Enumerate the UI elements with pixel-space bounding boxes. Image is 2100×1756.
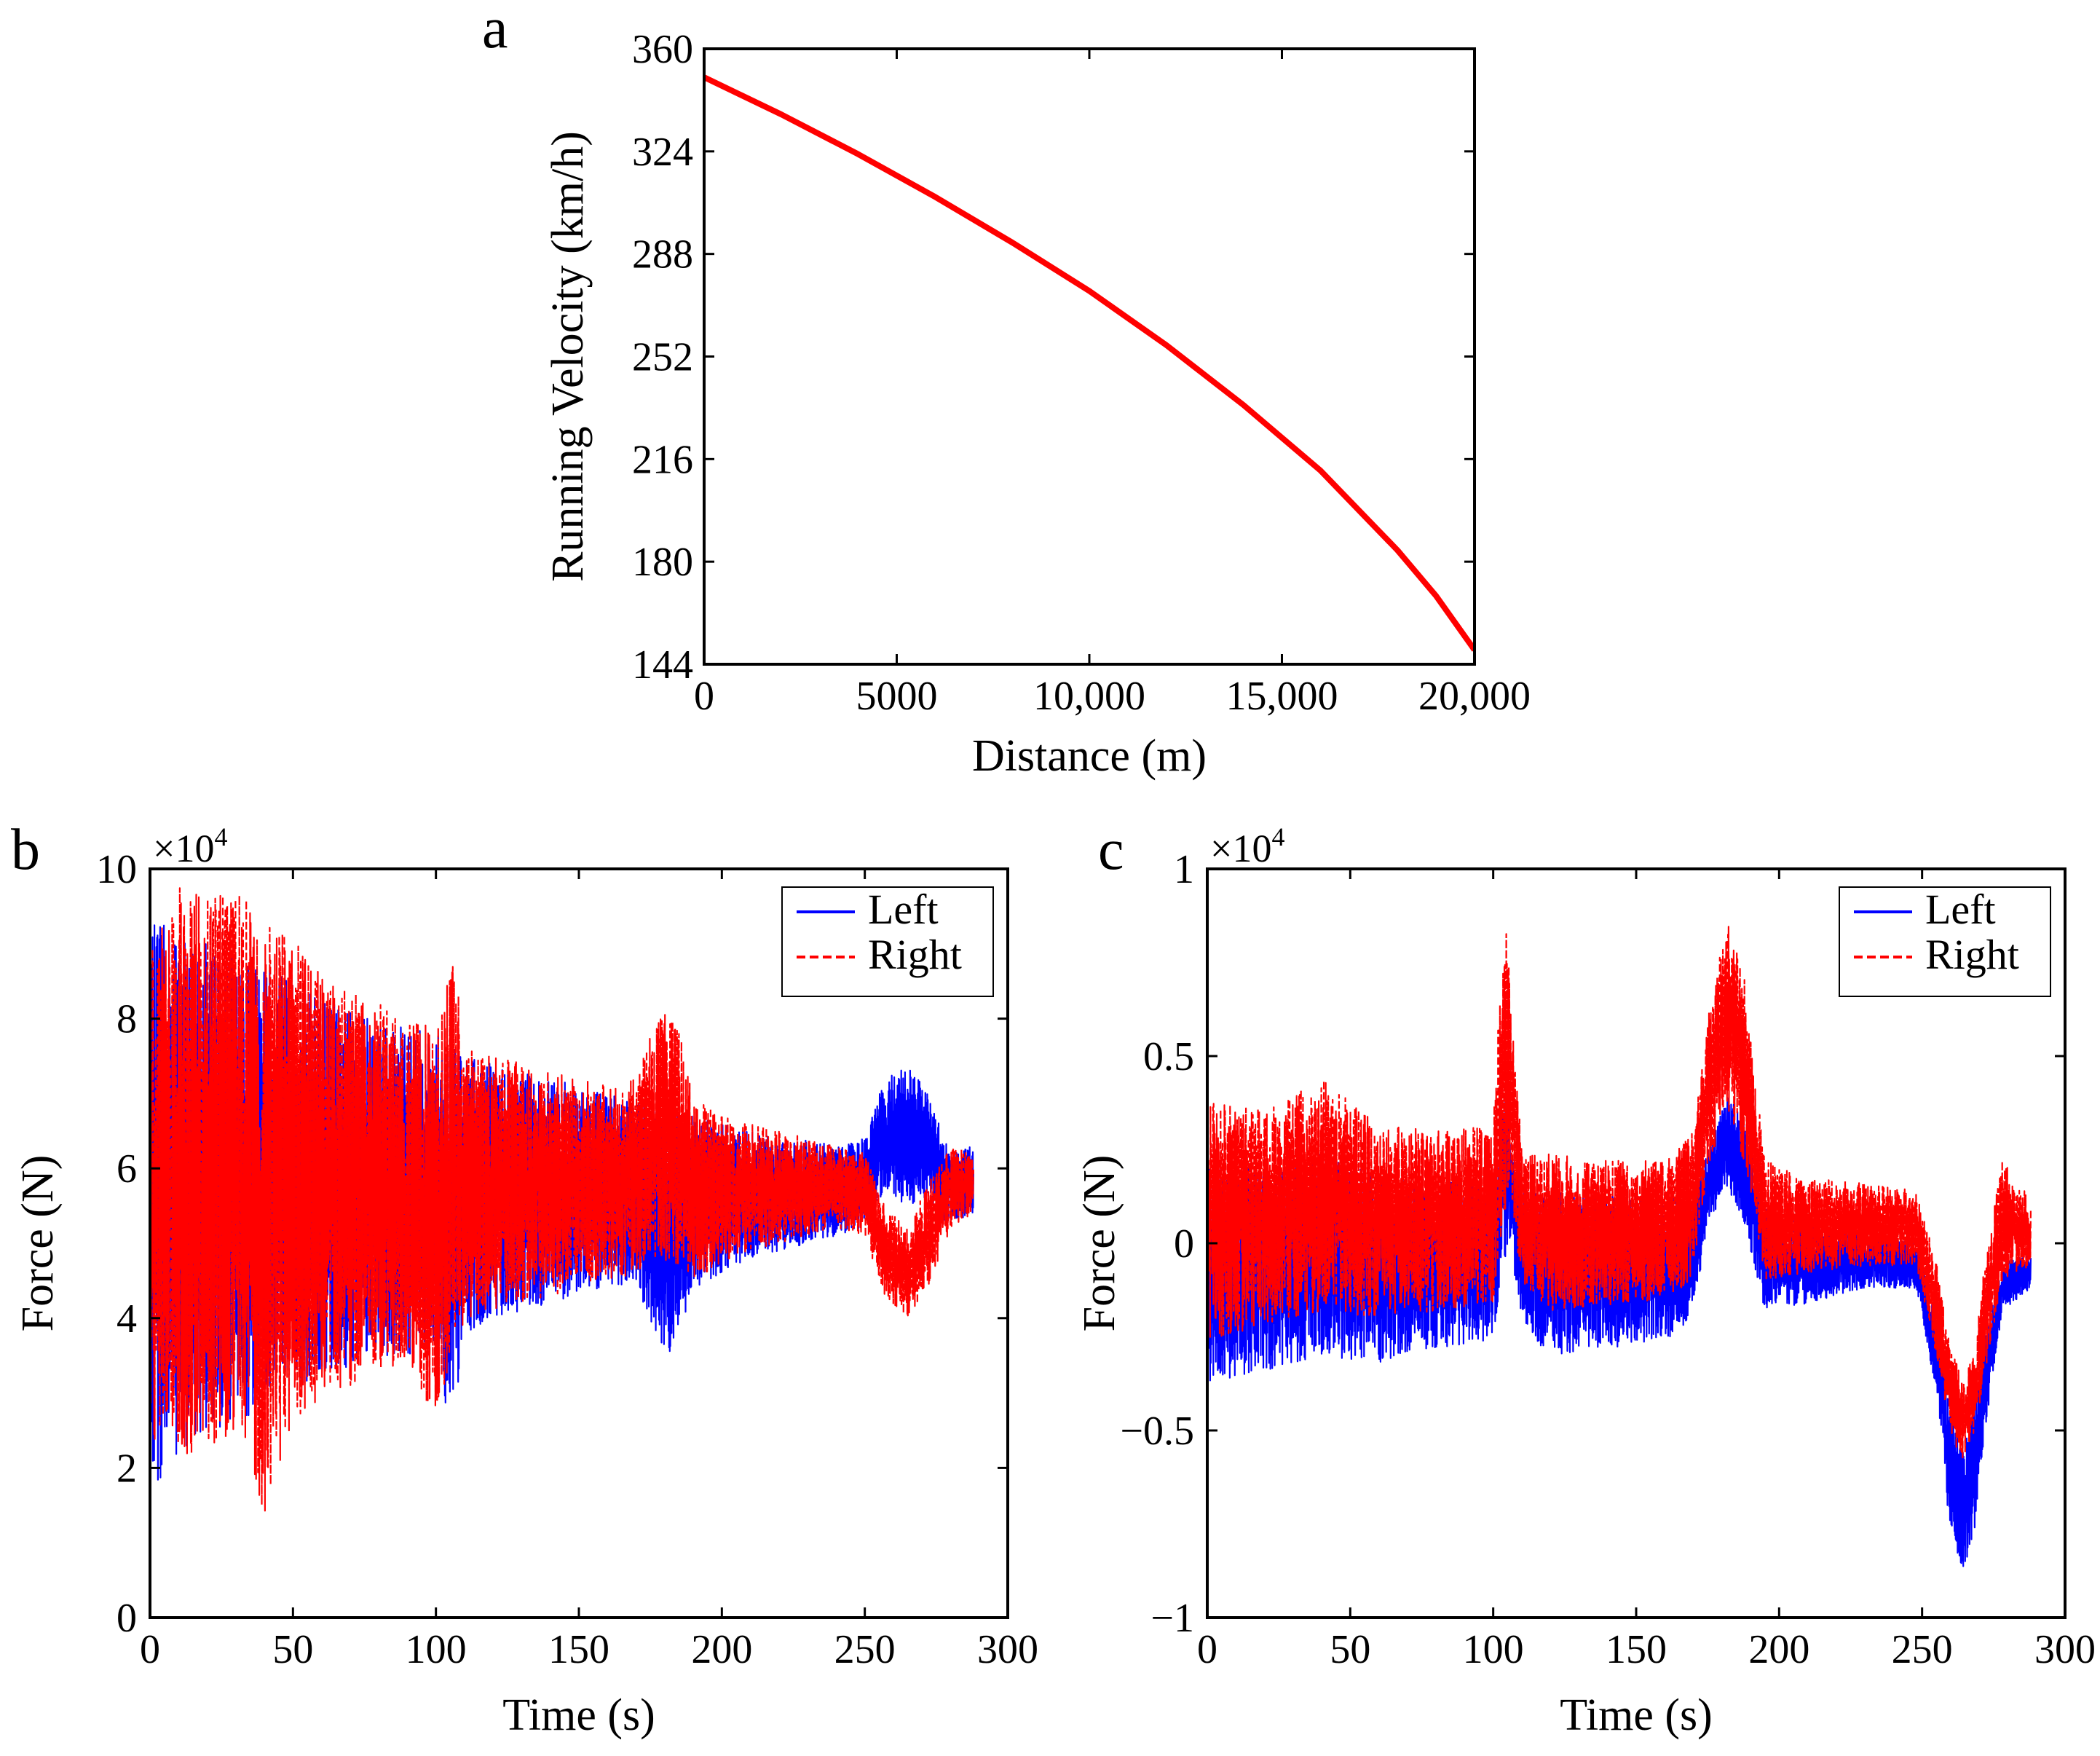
x-tick-label: 100 — [1463, 1627, 1524, 1672]
axis-multiplier: ×104 — [153, 822, 227, 870]
plot-area-c — [1207, 926, 2032, 1567]
y-tick-label: 10 — [96, 847, 137, 892]
series-line-c-right — [1207, 926, 2032, 1459]
y-tick-label: 252 — [632, 335, 693, 380]
x-tick-label: 50 — [1330, 1627, 1370, 1672]
x-tick-label: 20,000 — [1418, 674, 1531, 719]
y-tick-label: 6 — [117, 1146, 137, 1192]
x-tick-label: 50 — [272, 1627, 313, 1672]
x-tick-label: 200 — [691, 1627, 752, 1672]
x-tick-label: 300 — [2034, 1627, 2096, 1672]
x-tick-label: 150 — [1606, 1627, 1667, 1672]
y-axis-label: Force (N) — [13, 1155, 63, 1332]
x-tick-label: 200 — [1748, 1627, 1809, 1672]
y-tick-label: 144 — [632, 642, 693, 688]
x-tick-label: 250 — [834, 1627, 896, 1672]
legend-label-right: Right — [1925, 931, 2019, 978]
y-tick-label: 216 — [632, 437, 693, 482]
chart-panel-c: c 0 50 100 150 200 250 300 −1 −0.5 0 0.5 1 Time (s) Fo… — [1075, 818, 2096, 1740]
y-tick-label: 360 — [632, 27, 693, 72]
x-axis-label: Distance (m) — [972, 731, 1207, 781]
panel-letter-c: c — [1098, 818, 1124, 882]
chart-panel-b: b 0 50 100 150 200 250 300 0 2 4 6 8 10 Time (s) Force … — [11, 818, 1038, 1740]
panel-letter-a: a — [482, 0, 508, 60]
x-tick-label: 150 — [548, 1627, 609, 1672]
series-line-b-right — [150, 887, 974, 1512]
axis-multiplier: ×104 — [1210, 822, 1284, 870]
y-tick-label: 0.5 — [1143, 1034, 1194, 1079]
series-line-a-0 — [704, 74, 1475, 652]
y-tick-label: 4 — [117, 1296, 137, 1342]
y-tick-label: 8 — [117, 997, 137, 1042]
plot-area-b — [150, 887, 974, 1512]
x-tick-label: 5000 — [856, 674, 938, 719]
plot-area-a — [704, 74, 1475, 652]
x-tick-label: 100 — [406, 1627, 467, 1672]
legend-label-right: Right — [868, 931, 962, 978]
x-axis-label: Time (s) — [502, 1690, 655, 1740]
panel-letter-b: b — [11, 818, 40, 882]
y-tick-label: −1 — [1150, 1596, 1194, 1641]
y-tick-label: 324 — [632, 130, 693, 175]
x-tick-label: 250 — [1892, 1627, 1953, 1672]
x-tick-label: 0 — [140, 1627, 160, 1672]
y-tick-label: 180 — [632, 540, 693, 585]
legend-label-left: Left — [1925, 886, 1996, 933]
x-tick-label: 10,000 — [1033, 674, 1145, 719]
x-tick-label: 0 — [1197, 1627, 1217, 1672]
axes-frame-a — [703, 47, 1476, 666]
y-axis-label: Running Velocity (km/h) — [543, 131, 593, 582]
y-tick-label: 288 — [632, 232, 693, 277]
legend-label-left: Left — [868, 886, 939, 933]
y-tick-label: 0 — [117, 1596, 137, 1641]
y-tick-label: 0 — [1174, 1221, 1194, 1267]
x-tick-label: 15,000 — [1226, 674, 1338, 719]
x-axis-label: Time (s) — [1560, 1690, 1713, 1740]
y-tick-label: 1 — [1174, 847, 1194, 892]
y-tick-label: −0.5 — [1120, 1409, 1194, 1454]
x-tick-label: 300 — [977, 1627, 1038, 1672]
y-tick-label: 2 — [117, 1446, 137, 1491]
chart-panel-a: a 0 5000 10,000 15,000 20,000 144 180 216 252 288 3… — [482, 0, 1531, 781]
x-tick-label: 0 — [694, 674, 714, 719]
y-axis-label: Force (N) — [1075, 1155, 1124, 1332]
